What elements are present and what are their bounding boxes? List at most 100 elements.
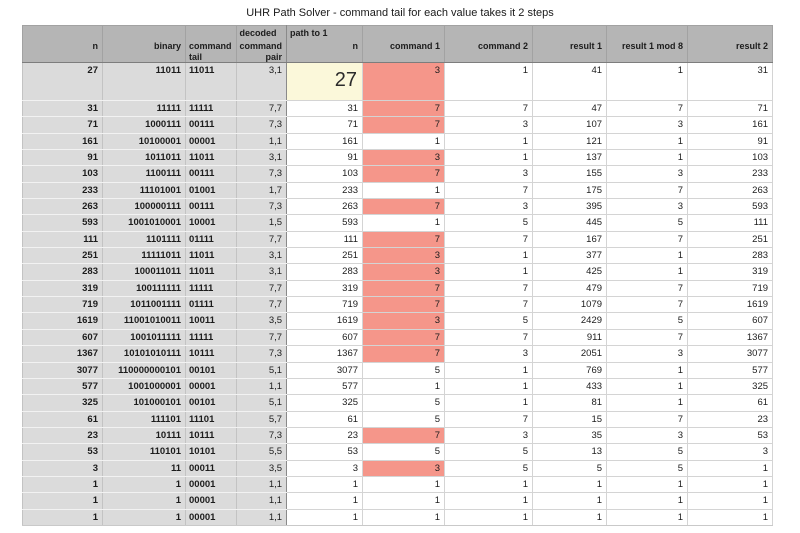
cell-n: 1 [22,475,103,494]
cell-binary: 10100001 [102,132,186,151]
cell-tail: 11011 [185,149,237,167]
cell-pair: 7,3 [235,426,288,445]
cell-path_n: 283 [286,263,364,281]
cell-cmd1: 7 [362,328,446,347]
cell-binary: 111101 [102,410,186,428]
cell-r2: 719 [687,279,774,298]
cell-pair: 5,7 [235,410,288,428]
cell-binary: 1001010001 [102,214,186,232]
cell-mod8: 7 [606,296,689,314]
column-label: command 1 [390,41,441,51]
cell-cmd1: 3 [362,459,446,477]
cell-r2: 53 [687,426,774,445]
column-label: binary [153,41,181,51]
cell-path_n: 1 [286,492,364,510]
cell-tail: 00111 [185,165,237,183]
table-row: 91 1011011 11011 3,1 91 3 1 137 1 103 [22,149,774,167]
cell-n: 91 [22,149,103,167]
cell-cmd2: 7 [444,181,534,200]
cell-r2: 91 [687,132,774,151]
column-group-label [26,28,98,41]
cell-cmd2: 7 [444,230,534,249]
cell-cmd2: 7 [444,99,534,118]
cell-mod8: 7 [606,328,689,347]
table-row: 3077 110000000101 00101 5,1 3077 5 1 769 1 577 [22,361,774,379]
cell-mod8: 7 [606,279,689,298]
cell-r2: 71 [687,99,774,118]
cell-cmd2: 1 [444,492,534,510]
table-row: 3 11 00011 3,5 3 3 5 5 5 1 [22,459,774,477]
cell-mod8: 1 [606,394,689,412]
cell-mod8: 7 [606,410,689,428]
cell-mod8: 5 [606,214,689,232]
cell-r2: 3077 [687,345,774,363]
cell-pair: 7,3 [235,116,288,134]
column-header-r2: result 2 [687,25,774,63]
table-row: 325 101000101 00101 5,1 325 5 1 81 1 61 [22,394,774,412]
cell-r2: 283 [687,247,774,265]
cell-cmd2: 3 [444,426,534,445]
cell-cmd1: 7 [362,279,446,298]
cell-pair: 7,7 [235,328,288,347]
cell-r1: 107 [532,116,608,134]
cell-cmd2: 1 [444,508,534,526]
cell-tail: 10111 [185,345,237,363]
cell-mod8: 1 [606,263,689,281]
header-row: n binary command tail decoded command pair pa… [22,25,774,63]
cell-cmd2: 5 [444,459,534,477]
cell-r1: 1 [532,508,608,526]
cell-tail: 00101 [185,394,237,412]
cell-cmd1: 5 [362,361,446,379]
cell-n: 325 [22,394,103,412]
cell-pair: 1,1 [235,132,288,151]
cell-n: 1 [22,508,103,526]
cell-r1: 41 [532,62,608,101]
cell-cmd1: 7 [362,296,446,314]
cell-path_n: 233 [286,181,364,200]
cell-tail: 11111 [185,99,237,118]
cell-r1: 121 [532,132,608,151]
cell-tail: 11111 [185,328,237,347]
cell-r1: 15 [532,410,608,428]
cell-cmd1: 5 [362,410,446,428]
cell-cmd2: 7 [444,296,534,314]
cell-mod8: 5 [606,312,689,330]
cell-tail: 01111 [185,296,237,314]
cell-r1: 377 [532,247,608,265]
cell-path_n: 319 [286,279,364,298]
cell-path_n: 1367 [286,345,364,363]
cell-n: 71 [22,116,103,134]
cell-n: 61 [22,410,103,428]
cell-r1: 911 [532,328,608,347]
cell-binary: 1011001111 [102,296,186,314]
cell-cmd1: 3 [362,263,446,281]
cell-path_n: 27 [286,62,364,101]
column-label: result 2 [736,41,769,51]
cell-r1: 395 [532,198,608,216]
cell-pair: 7,3 [235,345,288,363]
cell-mod8: 1 [606,377,689,396]
cell-r1: 1 [532,492,608,510]
column-group-label [691,28,768,41]
column-header-binary: binary [102,25,186,63]
cell-binary: 110101 [102,443,186,461]
cell-r1: 479 [532,279,608,298]
cell-r1: 35 [532,426,608,445]
cell-binary: 11011 [102,62,186,101]
table-row: 593 1001010001 10001 1,5 593 1 5 445 5 111 [22,214,774,232]
cell-mod8: 1 [606,132,689,151]
cell-n: 251 [22,247,103,265]
column-group-label [106,28,181,41]
column-header-cmd1: command 1 [362,25,446,63]
cell-path_n: 1619 [286,312,364,330]
cell-binary: 11 [102,459,186,477]
cell-mod8: 5 [606,459,689,477]
cell-cmd1: 3 [362,312,446,330]
cell-mod8: 3 [606,198,689,216]
cell-cmd2: 1 [444,475,534,494]
table-row: 263 100000111 00111 7,3 263 7 3 395 3 593 [22,198,774,216]
cell-r2: 1619 [687,296,774,314]
cell-cmd2: 3 [444,198,534,216]
cell-cmd2: 1 [444,247,534,265]
cell-r2: 161 [687,116,774,134]
